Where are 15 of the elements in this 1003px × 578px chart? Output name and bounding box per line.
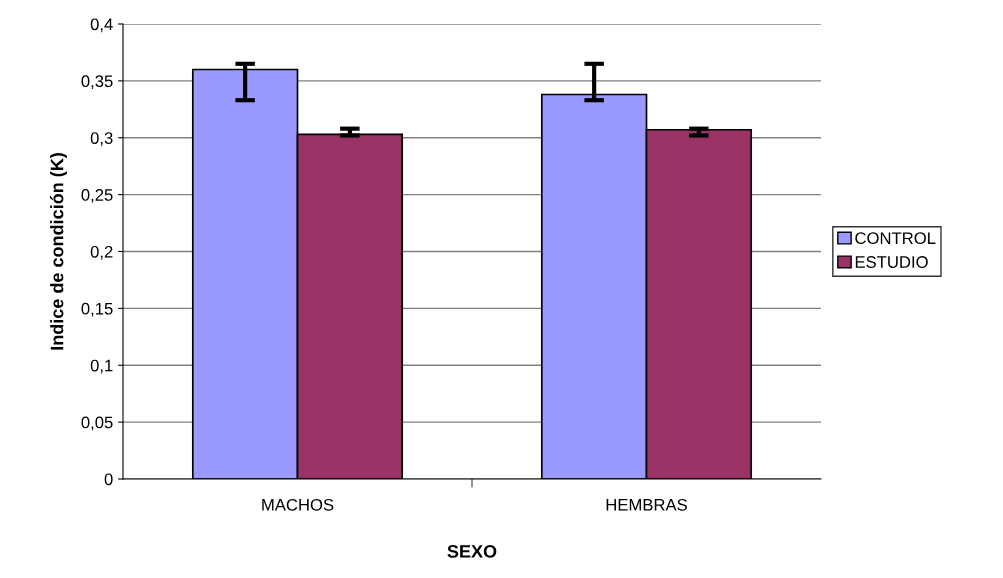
y-tick-label: 0,05 <box>81 416 113 431</box>
x-tick-label: MACHOS <box>262 498 334 511</box>
y-axis-title: Indice de condición (K) <box>49 153 67 350</box>
x-axis-title: SEXO <box>447 545 497 558</box>
y-tick-label: 0,2 <box>90 245 113 260</box>
x-tick-label: HEMBRAS <box>606 498 687 511</box>
legend-label: CONTROL <box>855 232 936 245</box>
y-tick-label: 0,25 <box>81 189 113 203</box>
y-tick-label: 0,1 <box>90 359 113 374</box>
y-tick-label: 0,3 <box>90 132 113 146</box>
y-tick-label: 0,15 <box>81 302 113 317</box>
legend-label: ESTUDIO <box>855 256 928 268</box>
y-tick-label: 0,35 <box>81 75 113 90</box>
y-tick-label: 0,4 <box>90 18 113 33</box>
y-tick-label: 0 <box>104 473 113 486</box>
